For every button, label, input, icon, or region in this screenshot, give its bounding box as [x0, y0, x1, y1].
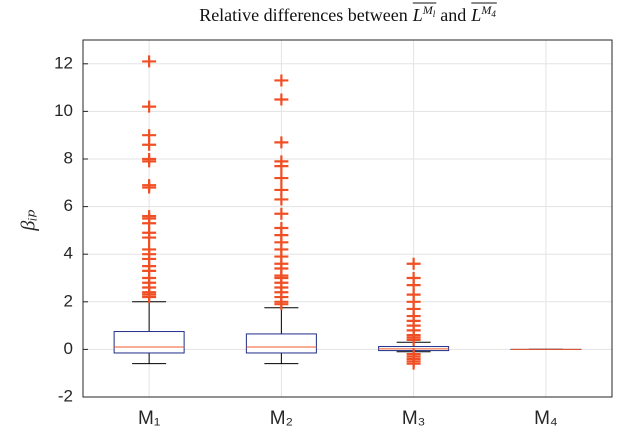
outlier	[274, 298, 289, 311]
chart-title-part: M	[480, 3, 492, 17]
outlier	[142, 181, 157, 194]
chart-title-part: M	[422, 3, 434, 17]
outlier	[274, 74, 289, 87]
chart-title-part: Relative differences between	[199, 5, 408, 25]
x-tick-label: M₃	[402, 408, 426, 429]
chart-title-part: 4	[491, 9, 496, 19]
outlier	[406, 357, 421, 370]
y-tick-label: -2	[58, 386, 73, 405]
outlier	[406, 257, 421, 270]
outlier	[274, 207, 289, 220]
y-tick-label: 8	[64, 148, 73, 167]
chart-title-part: and	[440, 5, 466, 25]
x-tick-label: M₂	[270, 408, 293, 429]
chart-title-part: L	[412, 5, 423, 25]
outlier	[406, 333, 421, 346]
plot-frame	[82, 39, 613, 398]
y-tick-label: 4	[64, 244, 73, 263]
chart-title-part: l	[433, 9, 436, 19]
outlier	[274, 160, 289, 173]
outlier	[142, 291, 157, 304]
y-tick-label: 2	[64, 291, 73, 310]
outlier	[142, 138, 157, 151]
outlier	[142, 231, 157, 244]
x-tick-label: M₁	[138, 408, 160, 429]
y-tick-label: 0	[64, 339, 73, 358]
outlier	[274, 172, 289, 185]
chart-title-part: L	[470, 5, 481, 25]
outlier	[274, 193, 289, 206]
outlier	[142, 55, 157, 68]
box	[113, 331, 185, 354]
y-tick-label: 10	[54, 101, 73, 120]
y-tick-label: 12	[54, 53, 73, 72]
x-tick-label: M₄	[534, 408, 558, 429]
outlier	[142, 100, 157, 113]
outlier	[274, 136, 289, 149]
y-axis-label: βᵢₚ	[18, 209, 40, 231]
y-tick-label: 6	[64, 196, 73, 215]
box	[245, 333, 317, 354]
outlier	[274, 93, 289, 106]
outlier	[142, 155, 157, 168]
